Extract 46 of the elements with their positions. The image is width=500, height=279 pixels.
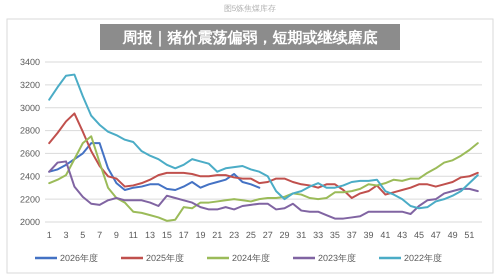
x-tick-label: 5 — [80, 230, 86, 240]
x-tick-label: 15 — [162, 230, 172, 240]
x-tick-label: 49 — [448, 230, 458, 240]
line-series — [48, 112, 479, 199]
x-tick-label: 17 — [178, 230, 189, 240]
y-tick-label: 2600 — [20, 148, 40, 159]
line-series — [48, 74, 479, 210]
x-tick-label: 7 — [97, 230, 102, 240]
x-tick-label: 1 — [46, 230, 52, 240]
x-tick-label: 27 — [262, 230, 273, 240]
legend-label: 2025年度 — [146, 253, 184, 264]
x-tick-label: 47 — [430, 230, 441, 240]
legend-label: 2026年度 — [60, 253, 98, 264]
y-tick-label: 3000 — [20, 102, 40, 113]
x-tick-label: 13 — [145, 230, 156, 240]
x-tick-label: 43 — [397, 230, 408, 240]
legend-label: 2024年度 — [232, 253, 270, 264]
x-tick-label: 29 — [280, 230, 290, 240]
line-series — [48, 142, 260, 191]
chart-title: 周报｜猪价震荡偏弱，短期或继续磨底 — [122, 28, 378, 48]
legend-label: 2022年度 — [404, 253, 442, 264]
x-tick-label: 3 — [64, 230, 69, 240]
x-tick-label: 21 — [212, 230, 222, 240]
chart-subtitle: 图5炼焦煤库存 — [224, 4, 276, 13]
y-tick-label: 3400 — [20, 57, 40, 68]
x-tick-label: 25 — [246, 230, 256, 240]
x-tick-label: 23 — [229, 230, 240, 240]
y-tick-label: 2000 — [20, 217, 40, 228]
x-tick-label: 31 — [296, 230, 306, 240]
x-tick-label: 11 — [128, 230, 138, 240]
x-tick-label: 45 — [414, 230, 424, 240]
x-tick-label: 9 — [114, 230, 119, 240]
line-series — [48, 135, 479, 222]
x-tick-label: 39 — [364, 230, 374, 240]
x-tick-label: 19 — [195, 230, 206, 240]
y-tick-label: 2400 — [20, 171, 40, 182]
legend-label: 2023年度 — [318, 253, 356, 264]
x-tick-label: 33 — [313, 230, 324, 240]
y-tick-label: 3200 — [20, 80, 40, 90]
y-tick-label: 2800 — [20, 126, 40, 136]
x-tick-label: 41 — [380, 230, 390, 240]
x-tick-label: 35 — [330, 230, 340, 240]
y-tick-label: 2200 — [20, 194, 40, 204]
x-tick-label: 51 — [464, 230, 474, 240]
line-series — [48, 160, 479, 220]
x-tick-label: 37 — [346, 230, 357, 240]
